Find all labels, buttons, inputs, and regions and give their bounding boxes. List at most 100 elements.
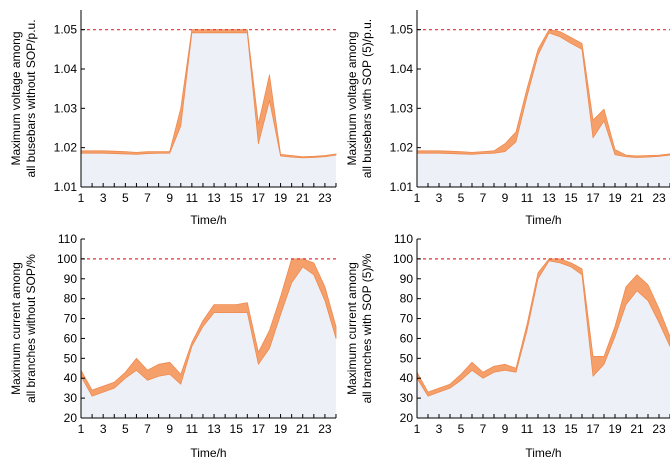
y-tick-label: 40 <box>64 371 78 385</box>
x-tick-label: 9 <box>166 191 173 205</box>
y-axis-label: all busebars with SOP (5)/p.u. <box>360 19 374 178</box>
x-tick-label: 21 <box>630 422 644 436</box>
y-tick-label: 30 <box>64 391 78 405</box>
x-axis-label: Time/h <box>525 446 561 460</box>
x-axis-label: Time/h <box>190 446 226 460</box>
x-tick-label: 11 <box>186 422 199 436</box>
area-fill <box>417 258 670 418</box>
x-tick-label: 23 <box>318 191 332 205</box>
x-axis-label: Time/h <box>190 213 226 227</box>
x-tick-label: 1 <box>78 191 85 205</box>
x-tick-label: 13 <box>542 422 556 436</box>
y-tick-label: 60 <box>400 331 414 345</box>
x-tick-label: 19 <box>608 191 622 205</box>
x-tick-label: 7 <box>480 191 487 205</box>
y-axis-label: Maximum voltage among <box>9 31 23 165</box>
y-tick-label: 1.03 <box>54 101 78 115</box>
x-tick-label: 3 <box>436 191 443 205</box>
x-tick-label: 15 <box>564 422 578 436</box>
y-tick-label: 80 <box>400 292 414 306</box>
y-tick-label: 20 <box>400 411 414 425</box>
area-fill <box>81 258 336 418</box>
x-tick-label: 3 <box>100 191 107 205</box>
x-tick-label: 5 <box>122 191 129 205</box>
x-tick-label: 17 <box>586 191 600 205</box>
x-tick-label: 9 <box>166 422 173 436</box>
chart-panel-1: 1.011.021.031.041.051 3 5 7 9 11 13 15 17 19 21 23T… <box>9 10 337 227</box>
x-tick-label: 7 <box>144 422 151 436</box>
y-axis-label: all branches with SOP (5)/% <box>360 253 374 403</box>
y-tick-label: 1.04 <box>54 62 78 76</box>
area-fill <box>417 29 670 187</box>
y-tick-label: 1.04 <box>390 62 414 76</box>
x-tick-label: 23 <box>652 422 666 436</box>
x-tick-label: 17 <box>586 422 600 436</box>
y-axis-label: Maximum current among <box>345 262 359 395</box>
band-area <box>416 29 670 158</box>
y-axis-label: all busebars without SOP/p.u. <box>24 19 38 177</box>
x-tick-label: 3 <box>436 422 443 436</box>
x-tick-label: 15 <box>230 191 244 205</box>
x-tick-label: 7 <box>480 422 487 436</box>
y-axis-label: Maximum voltage among <box>345 31 359 165</box>
y-tick-label: 90 <box>400 272 414 286</box>
x-tick-label: 5 <box>122 422 129 436</box>
y-tick-label: 70 <box>400 312 414 326</box>
x-tick-label: 15 <box>230 422 244 436</box>
area-fill <box>81 29 336 187</box>
x-tick-label: 19 <box>274 191 288 205</box>
x-tick-label: 9 <box>502 191 509 205</box>
x-tick-label: 13 <box>542 191 556 205</box>
y-tick-label: 110 <box>394 232 413 246</box>
y-tick-label: 1.01 <box>54 180 78 194</box>
y-tick-label: 60 <box>64 331 78 345</box>
x-tick-label: 1 <box>78 422 85 436</box>
x-tick-label: 1 <box>414 191 421 205</box>
x-tick-label: 15 <box>564 191 578 205</box>
x-tick-label: 7 <box>144 191 151 205</box>
x-tick-label: 1 <box>414 422 421 436</box>
y-tick-label: 100 <box>57 252 77 266</box>
x-tick-label: 19 <box>274 422 288 436</box>
y-tick-label: 90 <box>64 272 78 286</box>
y-tick-label: 110 <box>58 232 77 246</box>
x-tick-label: 5 <box>458 191 465 205</box>
y-tick-label: 30 <box>400 391 414 405</box>
x-tick-label: 23 <box>652 191 666 205</box>
y-axis-label: all branches without SOP/% <box>24 254 38 403</box>
y-tick-label: 1.01 <box>390 180 414 194</box>
x-tick-label: 9 <box>502 422 509 436</box>
y-tick-label: 1.03 <box>390 101 414 115</box>
y-tick-label: 70 <box>64 312 78 326</box>
x-tick-label: 23 <box>318 422 332 436</box>
x-tick-label: 21 <box>296 191 310 205</box>
y-tick-label: 1.05 <box>54 23 78 37</box>
y-tick-label: 80 <box>64 292 78 306</box>
x-tick-label: 17 <box>252 422 266 436</box>
y-tick-label: 40 <box>400 371 414 385</box>
y-tick-label: 50 <box>64 351 78 365</box>
x-tick-label: 21 <box>296 422 310 436</box>
y-axis-label: Maximum current among <box>9 262 23 395</box>
band-area <box>80 258 337 397</box>
y-tick-label: 50 <box>400 351 414 365</box>
x-tick-label: 11 <box>521 422 534 436</box>
x-tick-label: 21 <box>630 191 644 205</box>
x-tick-label: 13 <box>207 422 221 436</box>
y-tick-label: 20 <box>64 411 78 425</box>
x-tick-label: 19 <box>608 422 622 436</box>
y-tick-label: 1.02 <box>54 141 78 155</box>
y-tick-label: 1.05 <box>390 23 414 37</box>
x-tick-label: 11 <box>521 191 534 205</box>
y-tick-label: 1.02 <box>390 141 414 155</box>
y-tick-label: 100 <box>393 252 413 266</box>
band-area <box>416 258 670 397</box>
x-tick-label: 17 <box>252 191 266 205</box>
x-tick-label: 13 <box>207 191 221 205</box>
x-tick-label: 11 <box>186 191 199 205</box>
x-axis-label: Time/h <box>525 213 561 227</box>
band-area <box>80 29 337 159</box>
